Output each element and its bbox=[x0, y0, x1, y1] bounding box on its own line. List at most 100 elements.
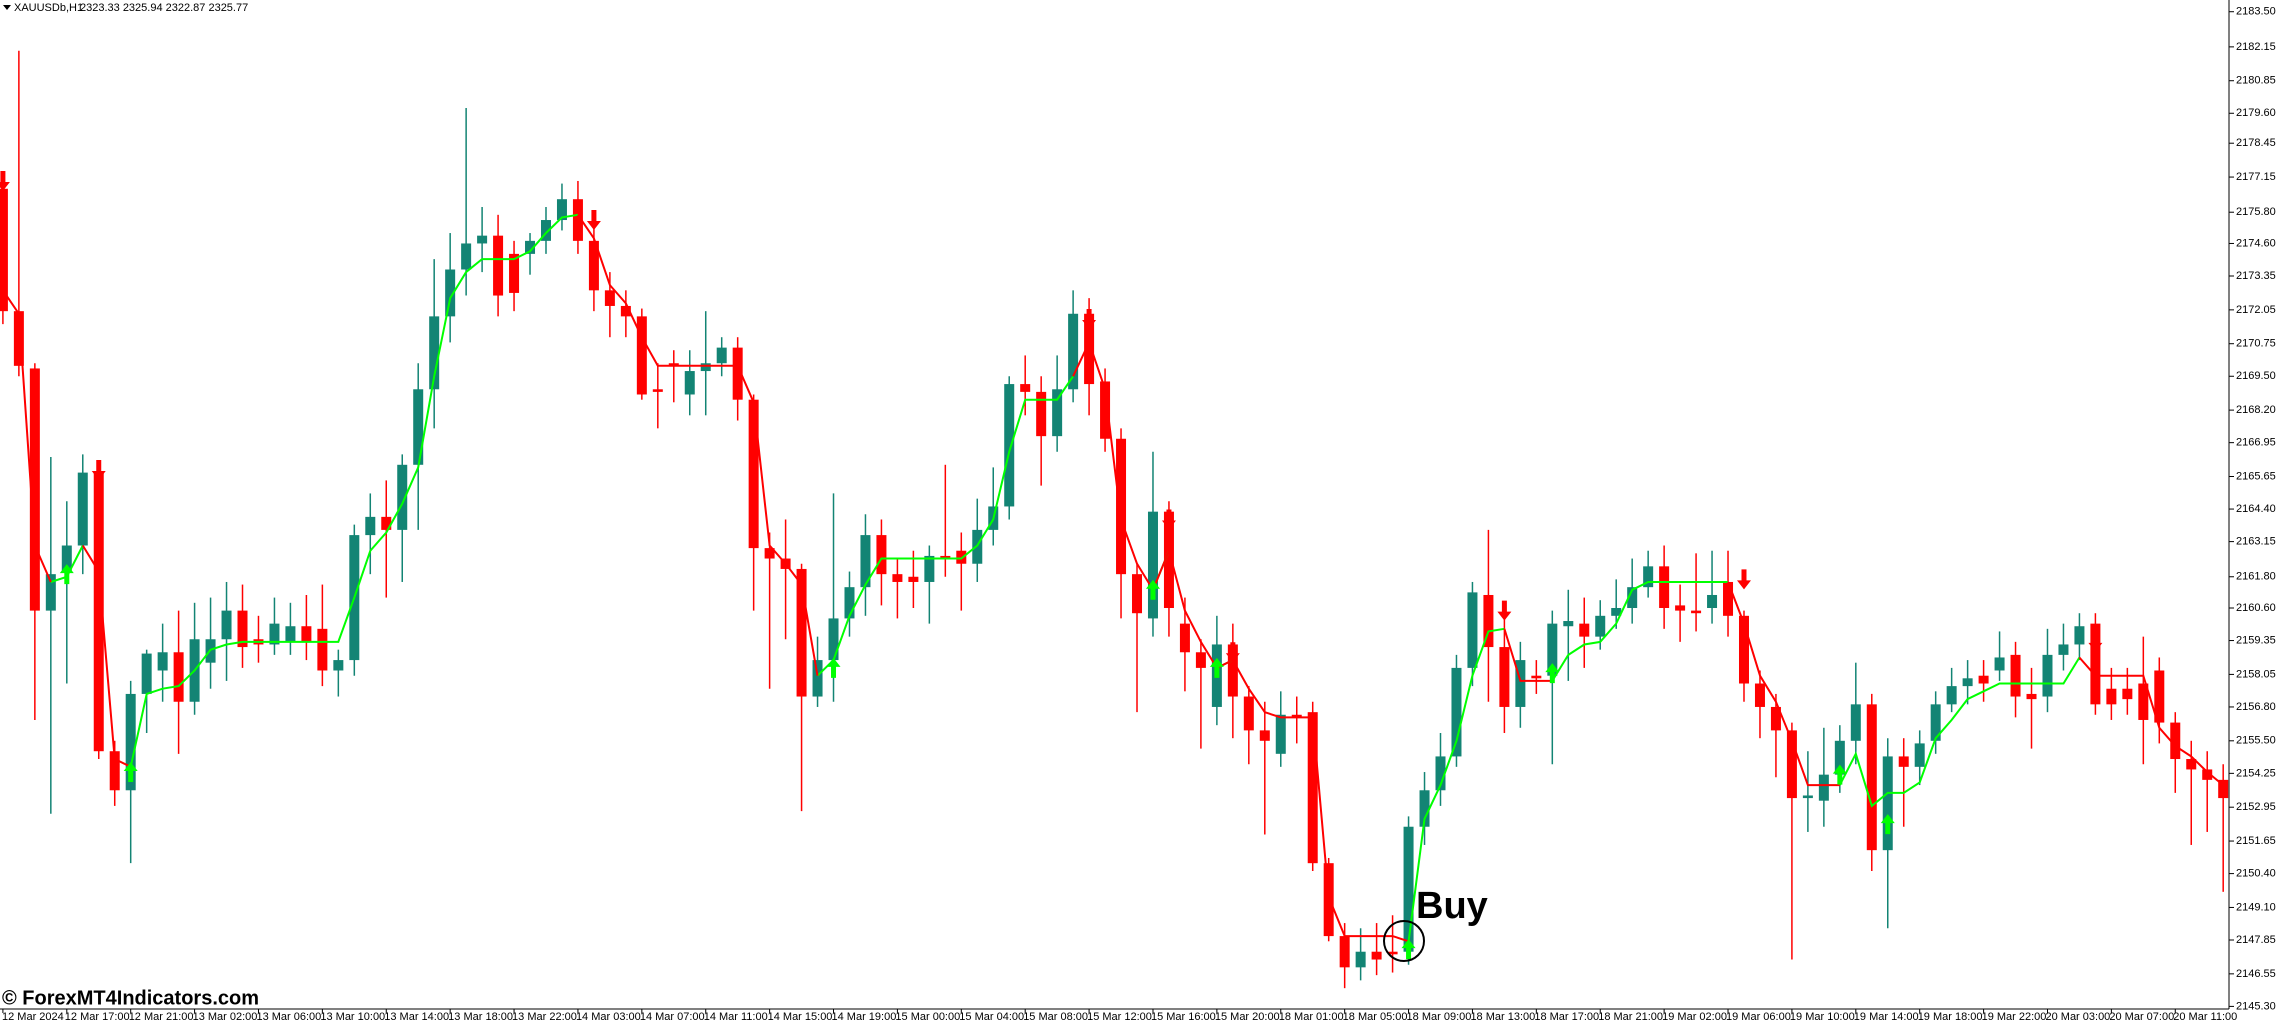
x-tick-label: 18 Mar 21:00 bbox=[1598, 1011, 1663, 1023]
candle-body bbox=[1116, 438, 1127, 575]
candle-body bbox=[860, 535, 871, 588]
x-tick-label: 19 Mar 18:00 bbox=[1918, 1011, 1983, 1023]
candle-body bbox=[413, 389, 424, 465]
y-tick-label: 2152.95 bbox=[2236, 801, 2276, 813]
candle-body bbox=[540, 220, 551, 241]
candle-body bbox=[1962, 678, 1973, 687]
candle-body bbox=[1036, 391, 1047, 437]
candle-body bbox=[652, 389, 663, 392]
x-tick-label: 15 Mar 08:00 bbox=[1023, 1011, 1088, 1023]
x-tick-label: 13 Mar 14:00 bbox=[384, 1011, 449, 1023]
candle-body bbox=[301, 626, 312, 642]
y-tick-label: 2147.85 bbox=[2236, 934, 2276, 946]
candle-body bbox=[764, 548, 775, 559]
x-tick-label: 12 Mar 17:00 bbox=[65, 1011, 130, 1023]
candle-body bbox=[1259, 730, 1270, 741]
y-tick-label: 2170.75 bbox=[2236, 338, 2276, 350]
y-tick-label: 2159.35 bbox=[2236, 634, 2276, 646]
buy-circle bbox=[1383, 920, 1425, 962]
candle-body bbox=[1483, 594, 1494, 648]
candle-body bbox=[1882, 756, 1893, 851]
y-tick-label: 2178.45 bbox=[2236, 137, 2276, 149]
candle-body bbox=[684, 371, 695, 395]
candle-body bbox=[1227, 644, 1238, 697]
candle-body bbox=[636, 316, 647, 395]
candle-body bbox=[1084, 313, 1095, 385]
y-tick-label: 2156.80 bbox=[2236, 701, 2276, 713]
candle-body bbox=[1691, 610, 1702, 614]
candle-body bbox=[445, 269, 456, 317]
candle-body bbox=[173, 652, 184, 702]
candle-body bbox=[1179, 623, 1190, 653]
candle-body bbox=[1132, 574, 1143, 614]
candle-body bbox=[2090, 623, 2101, 705]
candle-body bbox=[1627, 587, 1638, 609]
candle-body bbox=[2042, 654, 2053, 697]
x-tick-label: 20 Mar 03:00 bbox=[2045, 1011, 2110, 1023]
quote: 2323.33 2325.94 2322.87 2325.77 bbox=[80, 2, 248, 14]
candle-body bbox=[1307, 712, 1318, 864]
x-tick-label: 13 Mar 18:00 bbox=[448, 1011, 513, 1023]
candle-body bbox=[620, 305, 631, 317]
candle-body bbox=[493, 235, 504, 296]
indicator-line bbox=[2, 214, 2224, 943]
x-tick-label: 19 Mar 02:00 bbox=[1662, 1011, 1727, 1023]
candle-body bbox=[1930, 704, 1941, 741]
candle-body bbox=[1243, 696, 1254, 731]
candle-body bbox=[844, 587, 855, 619]
candle-body bbox=[381, 516, 392, 530]
candle-body bbox=[221, 610, 232, 640]
y-tick-label: 2174.60 bbox=[2236, 237, 2276, 249]
x-tick-label: 15 Mar 04:00 bbox=[959, 1011, 1024, 1023]
candle-body bbox=[556, 199, 567, 221]
down-arrow bbox=[586, 210, 601, 231]
candle-body bbox=[1754, 683, 1765, 707]
candle-body bbox=[1978, 675, 1989, 684]
candle-body bbox=[700, 363, 711, 372]
candle-body bbox=[940, 555, 951, 559]
candle-body bbox=[1818, 774, 1829, 801]
up-arrow bbox=[1880, 814, 1895, 835]
plot-area bbox=[0, 50, 2229, 989]
x-tick-label: 14 Mar 19:00 bbox=[832, 1011, 897, 1023]
candle-body bbox=[1020, 384, 1031, 392]
candle-body bbox=[1195, 652, 1206, 668]
down-arrow bbox=[1225, 642, 1240, 663]
x-tick-label: 19 Mar 06:00 bbox=[1726, 1011, 1791, 1023]
candle-body bbox=[892, 574, 903, 582]
candle-body bbox=[1738, 615, 1749, 684]
candle-body bbox=[1147, 511, 1158, 619]
up-arrow bbox=[123, 762, 138, 783]
candle-body bbox=[2074, 626, 2085, 645]
y-tick-label: 2158.05 bbox=[2236, 668, 2276, 680]
candle-body bbox=[908, 576, 919, 582]
x-tick-label: 19 Mar 22:00 bbox=[1982, 1011, 2047, 1023]
y-tick-label: 2164.40 bbox=[2236, 503, 2276, 515]
candle-body bbox=[2010, 654, 2021, 697]
candle-body bbox=[1435, 756, 1446, 791]
x-tick-label: 13 Mar 10:00 bbox=[320, 1011, 385, 1023]
x-tick-label: 18 Mar 01:00 bbox=[1279, 1011, 1344, 1023]
down-arrow bbox=[2088, 631, 2103, 652]
x-tick-label: 20 Mar 11:00 bbox=[2173, 1011, 2237, 1023]
candle-body bbox=[796, 568, 807, 697]
candle-body bbox=[2218, 779, 2229, 799]
candle-body bbox=[141, 653, 152, 694]
candle-body bbox=[748, 399, 759, 549]
y-tick-label: 2183.50 bbox=[2236, 6, 2276, 18]
y-tick-label: 2161.80 bbox=[2236, 571, 2276, 583]
candle-body bbox=[1579, 623, 1590, 637]
candle-body bbox=[1052, 389, 1063, 437]
candle-body bbox=[365, 516, 376, 536]
up-arrow bbox=[1209, 657, 1224, 678]
up-arrow bbox=[1832, 764, 1847, 785]
x-tick-label: 15 Mar 00:00 bbox=[895, 1011, 960, 1023]
y-tick-label: 2155.50 bbox=[2236, 735, 2276, 747]
candle-body bbox=[1834, 740, 1845, 775]
candle-body bbox=[1355, 951, 1366, 968]
candle-body bbox=[1451, 667, 1462, 757]
y-tick-label: 2145.30 bbox=[2236, 1000, 2276, 1012]
candle-body bbox=[13, 311, 24, 366]
candle-body bbox=[1163, 511, 1174, 609]
